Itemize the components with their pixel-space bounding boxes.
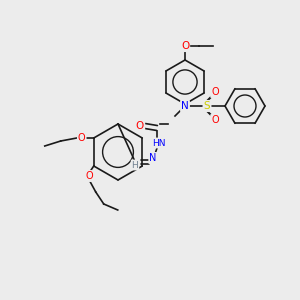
Text: HN: HN	[152, 139, 166, 148]
Text: S: S	[204, 101, 210, 111]
Text: O: O	[211, 115, 219, 125]
Text: H: H	[132, 160, 138, 169]
Text: O: O	[78, 133, 85, 143]
Text: O: O	[86, 171, 94, 181]
Text: N: N	[181, 101, 189, 111]
Text: O: O	[181, 41, 189, 51]
Text: N: N	[149, 153, 157, 163]
Text: O: O	[211, 87, 219, 97]
Text: O: O	[136, 121, 144, 131]
